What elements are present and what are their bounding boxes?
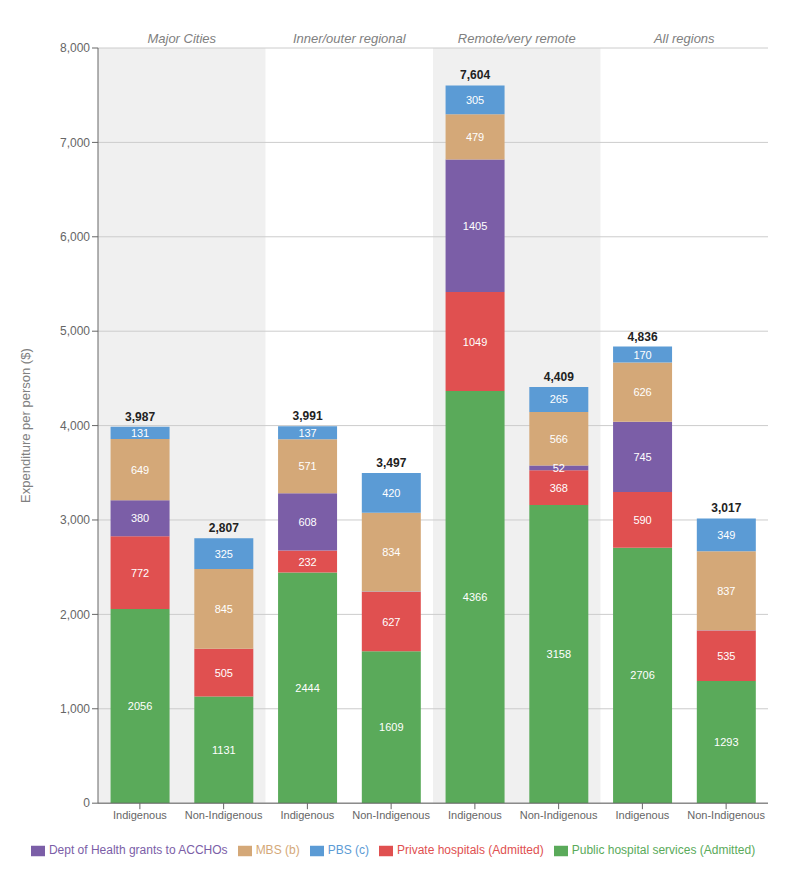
svg-text:505: 505 [215, 667, 233, 679]
svg-text:479: 479 [466, 131, 484, 143]
svg-text:4366: 4366 [463, 591, 487, 603]
html-text:Dept of Health grants to ACCHO: Dept of Health grants to ACCHOs [48, 843, 228, 858]
svg-text:All regions: All regions [653, 31, 715, 46]
html-text:MBS (b): MBS (b) [255, 843, 300, 858]
svg-text:420: 420 [382, 487, 400, 499]
svg-text:626: 626 [633, 386, 651, 398]
svg-text:Inner/outer regional: Inner/outer regional [293, 31, 407, 46]
svg-text:Indigenous: Indigenous [448, 809, 502, 821]
svg-text:265: 265 [550, 393, 568, 405]
svg-text:Indigenous: Indigenous [280, 809, 334, 821]
svg-text:3158: 3158 [547, 648, 571, 660]
svg-text:6,000: 6,000 [60, 230, 90, 244]
svg-text:571: 571 [298, 460, 316, 472]
svg-text:834: 834 [382, 546, 400, 558]
svg-text:3,497: 3,497 [376, 456, 406, 470]
svg-text:4,836: 4,836 [628, 330, 658, 344]
svg-text:837: 837 [717, 585, 735, 597]
svg-text:380: 380 [131, 512, 149, 524]
svg-text:2706: 2706 [630, 669, 654, 681]
svg-text:Indigenous: Indigenous [113, 809, 167, 821]
svg-text:608: 608 [298, 516, 316, 528]
svg-text:170: 170 [633, 349, 651, 361]
svg-text:232: 232 [298, 556, 316, 568]
html-text:Private hospitals (Admitted): Private hospitals (Admitted) [397, 843, 544, 858]
svg-text:2,807: 2,807 [209, 521, 239, 535]
svg-text:Remote/very remote: Remote/very remote [458, 31, 576, 46]
svg-text:52: 52 [553, 462, 565, 474]
svg-text:590: 590 [633, 514, 651, 526]
svg-text:1131: 1131 [212, 744, 236, 756]
svg-text:Expenditure per person ($): Expenditure per person ($) [18, 348, 33, 503]
svg-text:1405: 1405 [463, 220, 487, 232]
svg-text:845: 845 [215, 603, 233, 615]
svg-text:627: 627 [382, 616, 400, 628]
html-text:PBS (c): PBS (c) [327, 843, 369, 858]
svg-text:Indigenous: Indigenous [615, 809, 669, 821]
svg-text:535: 535 [717, 650, 735, 662]
svg-text:1049: 1049 [463, 336, 487, 348]
svg-text:Major Cities: Major Cities [147, 31, 216, 46]
svg-text:7,000: 7,000 [60, 136, 90, 150]
svg-text:325: 325 [215, 548, 233, 560]
svg-text:3,017: 3,017 [711, 501, 741, 515]
svg-text:1609: 1609 [379, 721, 403, 733]
svg-text:3,991: 3,991 [293, 409, 323, 423]
svg-text:3,000: 3,000 [60, 513, 90, 527]
svg-text:1,000: 1,000 [60, 702, 90, 716]
svg-text:349: 349 [717, 529, 735, 541]
svg-text:1293: 1293 [714, 736, 738, 748]
svg-text:649: 649 [131, 464, 149, 476]
svg-text:Non-Indigenous: Non-Indigenous [352, 809, 430, 821]
svg-text:4,409: 4,409 [544, 370, 574, 384]
svg-text:2056: 2056 [128, 700, 152, 712]
svg-text:2444: 2444 [295, 682, 319, 694]
html-text:Public hospital services (Admi: Public hospital services (Admitted) [571, 843, 756, 858]
svg-text:2,000: 2,000 [60, 608, 90, 622]
svg-text:305: 305 [466, 94, 484, 106]
svg-text:137: 137 [298, 427, 316, 439]
svg-text:772: 772 [131, 567, 149, 579]
svg-text:745: 745 [633, 451, 651, 463]
svg-text:8,000: 8,000 [60, 41, 90, 55]
svg-text:Non-Indigenous: Non-Indigenous [185, 809, 263, 821]
svg-text:0: 0 [83, 796, 90, 810]
svg-text:7,604: 7,604 [460, 68, 490, 82]
svg-text:4,000: 4,000 [60, 419, 90, 433]
svg-text:Non-Indigenous: Non-Indigenous [687, 809, 765, 821]
svg-text:131: 131 [131, 427, 149, 439]
svg-text:566: 566 [550, 433, 568, 445]
svg-text:3,987: 3,987 [125, 410, 155, 424]
svg-text:368: 368 [550, 482, 568, 494]
svg-text:Non-Indigenous: Non-Indigenous [520, 809, 598, 821]
svg-text:5,000: 5,000 [60, 324, 90, 338]
